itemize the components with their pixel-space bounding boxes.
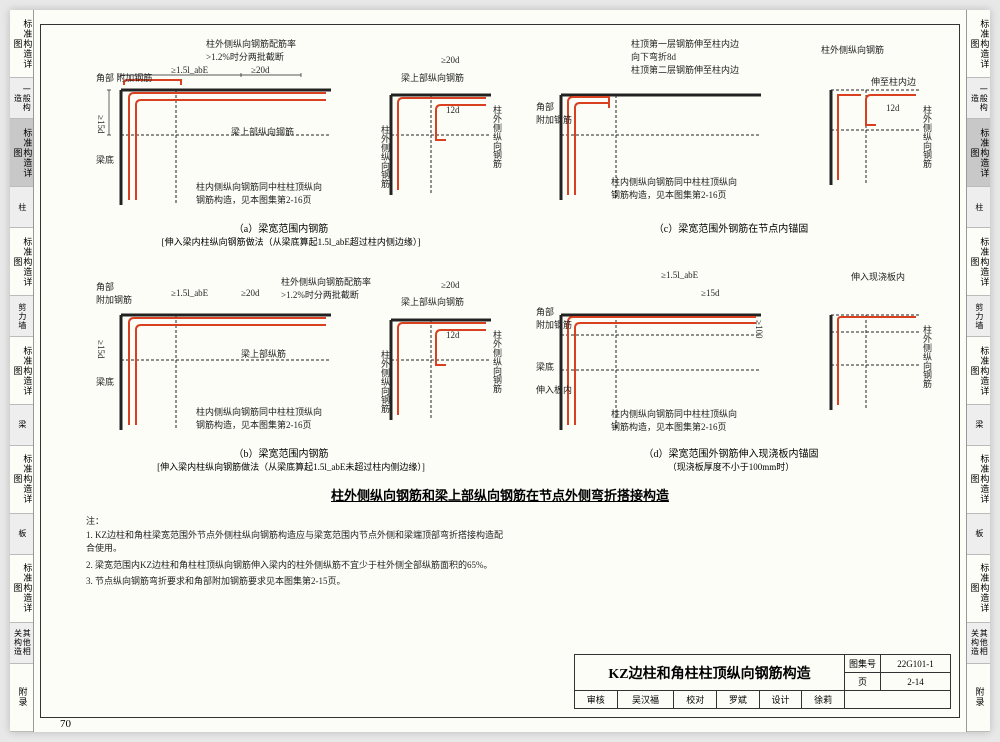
- label-ext-c: 伸至柱内边: [871, 75, 916, 88]
- label-dim2-b: ≥20d: [241, 288, 259, 298]
- label-notebot-d: 柱内侧纵向钢筋同中柱柱顶纵向 钢筋构造，见本图集第2-16页: [611, 407, 737, 433]
- caption-a: （a）梁宽范围内钢筋: [141, 220, 421, 235]
- label-beamtop-a: 梁上部纵向钢筋: [231, 125, 294, 138]
- label-dim3-d: ≥15d: [701, 288, 719, 298]
- tab-sub-right: 柱: [967, 187, 990, 228]
- label-dim1-d: ≥1.5l_abE: [661, 270, 698, 280]
- label-beambot-d: 梁底: [536, 360, 554, 373]
- label-colout-a2: 柱外侧纵向钢筋: [379, 125, 392, 188]
- label-colout2-a2: 柱外侧纵向钢筋: [491, 105, 504, 168]
- tb-set-lbl: 图集号: [844, 655, 880, 673]
- label-note2-c: 柱顶第二层钢筋伸至柱内边: [631, 63, 739, 76]
- tb-rev: 吴汉福: [617, 691, 674, 709]
- tab-sub-left: 柱: [10, 187, 33, 228]
- diagram-d2: [811, 270, 931, 420]
- page: 标准构造详图一般构造标准构造详图柱标准构造详图剪力墙标准构造详图梁标准构造详图板…: [10, 10, 990, 732]
- tab-left: 标准构造详图: [10, 119, 33, 187]
- tab-sub-left: 梁: [10, 405, 33, 446]
- subcap-a: [伸入梁内柱纵向钢筋做法（从梁底算起1.5l_abE超过柱内侧边缘）]: [91, 235, 491, 248]
- diagram-c2: [811, 45, 931, 195]
- label-beambot-a: 梁底: [96, 153, 114, 166]
- note-item: 1. KZ边柱和角柱梁宽范围外节点外侧柱纵向钢筋构造应与梁宽范围内节点外侧和梁端…: [86, 529, 506, 556]
- notes-header: 注：: [86, 516, 104, 526]
- tab-sub-right: 剪力墙: [967, 296, 990, 337]
- label-dim3-a: ≥15d: [96, 115, 106, 133]
- left-tabs: 标准构造详图一般构造标准构造详图柱标准构造详图剪力墙标准构造详图梁标准构造详图板…: [10, 10, 34, 732]
- tb-page-lbl: 页: [844, 673, 880, 691]
- label-beamtop-b: 梁上部纵筋: [241, 347, 286, 360]
- tab-right: 标准构造详图: [967, 228, 990, 296]
- label-colout2-b2: 柱外侧纵向钢筋: [491, 330, 504, 393]
- tb-chk: 罗斌: [717, 691, 760, 709]
- label-colout2-c: 柱外侧纵向钢筋: [921, 105, 934, 168]
- label-dim1-b: ≥1.5l_abE: [171, 288, 208, 298]
- label-notebot-a: 柱内侧纵向钢筋同中柱柱顶纵向 钢筋构造，见本图集第2-16页: [196, 180, 322, 206]
- label-corner-d: 角部 附加钢筋: [536, 305, 572, 331]
- caption-d: （d）梁宽范围外钢筋伸入现浇板内锚固: [561, 445, 901, 460]
- label-colout-c: 柱外侧纵向钢筋: [821, 43, 884, 56]
- note-item: 2. 梁宽范围内KZ边柱和角柱柱顶纵向钢筋伸入梁内的柱外侧纵筋不宜少于柱外侧全部…: [86, 559, 506, 573]
- label-corner-a: 角部 附加钢筋: [96, 71, 152, 84]
- label-dimtop-b2: ≥20d: [441, 280, 459, 290]
- tab-sub-right: 板: [967, 514, 990, 555]
- label-notebot-b: 柱内侧纵向钢筋同中柱柱顶纵向 钢筋构造，见本图集第2-16页: [196, 405, 322, 431]
- label-corner-c: 角部 附加钢筋: [536, 100, 572, 126]
- tb-main: KZ边柱和角柱柱顶纵向钢筋构造: [574, 655, 844, 691]
- note-item: 3. 节点纵向钢筋弯折要求和角部附加钢筋要求见本图集第2-15页。: [86, 575, 506, 589]
- page-number: 70: [60, 718, 71, 730]
- label-note-top-a: 柱外侧纵向钢筋配筋率 >1.2%时分两批截断: [206, 37, 296, 63]
- tb-chk-lbl: 校对: [674, 691, 717, 709]
- label-intoslab-d: 伸入现浇板内: [851, 270, 905, 283]
- label-100-d: ≥100: [754, 320, 764, 338]
- tb-des: 徐莉: [802, 691, 845, 709]
- label-dimtop-a2: ≥20d: [441, 55, 459, 65]
- tab-sub-right: 一般构造: [967, 78, 990, 119]
- tb-rev-lbl: 审核: [574, 691, 617, 709]
- tb-set: 22G101-1: [881, 655, 951, 673]
- label-12d-b2: 12d: [446, 330, 460, 340]
- label-dim1-a: ≥1.5l_abE: [171, 65, 208, 75]
- main-title: 柱外侧纵向钢筋和梁上部纵向钢筋在节点外侧弯折搭接构造: [41, 485, 959, 504]
- tab-sub-left: 剪力墙: [10, 296, 33, 337]
- tab-left: 标准构造详图: [10, 446, 33, 514]
- label-colout-b2: 柱外侧纵向钢筋: [379, 350, 392, 413]
- label-12d-a2: 12d: [446, 105, 460, 115]
- tab-sub-left: 板: [10, 514, 33, 555]
- tab-left: 标准构造详图: [10, 337, 33, 405]
- subcap-d: （现浇板厚度不小于100mm时）: [561, 460, 901, 473]
- label-beamtop-a2: 梁上部纵向钢筋: [401, 71, 464, 84]
- label-dim3-b: ≥15d: [96, 340, 106, 358]
- tab-right: 标准构造详图: [967, 555, 990, 623]
- tab-sub-left: 其他相关构造: [10, 623, 33, 664]
- tab-right: 标准构造详图: [967, 10, 990, 78]
- label-notetop-b: 柱外侧纵向钢筋配筋率 >1.2%时分两批截断: [281, 275, 371, 301]
- main-drawing: 角部 附加钢筋 ≥1.5l_abE ≥20d ≥15d 柱外侧纵向钢筋配筋率 >…: [40, 24, 960, 718]
- label-colout-d: 柱外侧纵向钢筋: [921, 325, 934, 388]
- label-12d-c: 12d: [886, 103, 900, 113]
- tab-left: 标准构造详图: [10, 555, 33, 623]
- title-block: KZ边柱和角柱柱顶纵向钢筋构造 图集号 22G101-1 页 2-14 审核 吴…: [574, 654, 951, 709]
- label-corner-b: 角部 附加钢筋: [96, 280, 132, 306]
- tab-sub-right: 其他相关构造: [967, 623, 990, 664]
- tab-left: 标准构造详图: [10, 10, 33, 78]
- tb-des-lbl: 设计: [759, 691, 802, 709]
- tb-page: 2-14: [881, 673, 951, 691]
- tab-sub-right: 梁: [967, 405, 990, 446]
- label-intoslab2: 伸入板内: [536, 383, 572, 396]
- tab-right: 标准构造详图: [967, 119, 990, 187]
- label-beamtop-b2: 梁上部纵向钢筋: [401, 295, 464, 308]
- tab-sub-left: 一般构造: [10, 78, 33, 119]
- tab-right: 标准构造详图: [967, 337, 990, 405]
- label-beambot-b: 梁底: [96, 375, 114, 388]
- subcap-b: [伸入梁内柱纵向钢筋做法（从梁底算起1.5l_abE未超过柱内侧边缘）]: [91, 460, 491, 473]
- tab-right: 标准构造详图: [967, 446, 990, 514]
- caption-b: （b）梁宽范围内钢筋: [141, 445, 421, 460]
- label-notebot-c: 柱内侧纵向钢筋同中柱柱顶纵向 钢筋构造，见本图集第2-16页: [611, 175, 737, 201]
- label-dim2-a: ≥20d: [251, 65, 269, 75]
- notes-block: 注： 1. KZ边柱和角柱梁宽范围外节点外侧柱纵向钢筋构造应与梁宽范围内节点外侧…: [86, 515, 506, 592]
- tab-left: 标准构造详图: [10, 228, 33, 296]
- label-note1-c: 柱顶第一层钢筋伸至柱内边 向下弯折8d: [631, 37, 739, 63]
- caption-c: （c）梁宽范围外钢筋在节点内锚固: [581, 220, 881, 235]
- right-tabs: 标准构造详图一般构造标准构造详图柱标准构造详图剪力墙标准构造详图梁标准构造详图板…: [966, 10, 990, 732]
